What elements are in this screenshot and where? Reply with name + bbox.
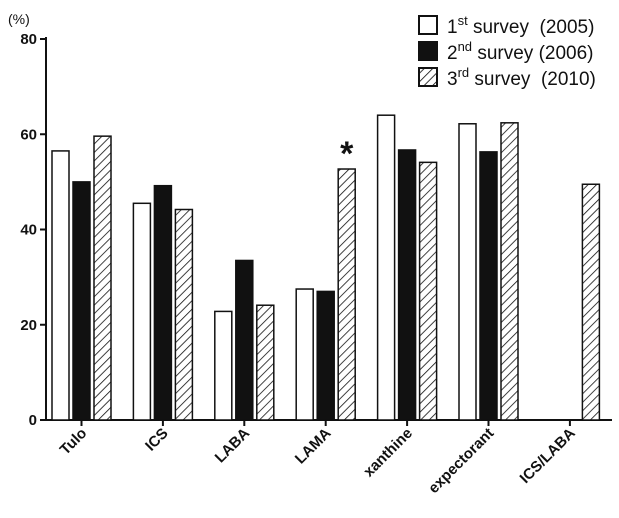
bar-tulo-series-2	[72, 181, 91, 421]
bar-laba-series-1	[214, 310, 233, 421]
legend-label-series-2: 2nd survey (2006)	[447, 39, 594, 64]
y-tick-label: 60	[20, 126, 37, 143]
bar-expectorant-series-3	[500, 122, 519, 421]
bar-ics-series-1	[132, 202, 152, 421]
bar-ics-series-2	[153, 184, 173, 421]
y-tick-label: 0	[29, 412, 37, 429]
bar-tulo-series-3	[93, 135, 112, 421]
y-tick-label: 40	[20, 222, 37, 239]
annotations-group: *	[340, 135, 354, 173]
bar-tulo-series-1	[51, 150, 70, 421]
bar-xanthine-series-3	[418, 161, 438, 421]
y-tick-label: 80	[20, 31, 37, 48]
bar-ics-laba-series-3	[581, 183, 601, 421]
bar-expectorant-series-2	[479, 151, 498, 421]
legend: 1st survey (2005)2nd survey (2006)3rd su…	[418, 13, 596, 90]
category-label: LABA	[212, 425, 254, 467]
category-label: ICS/LABA	[517, 425, 579, 487]
y-tick-label: 20	[20, 317, 37, 334]
bar-xanthine-series-2	[397, 149, 417, 421]
category-label: LAMA	[292, 425, 335, 468]
significance-asterisk: *	[340, 135, 354, 173]
legend-swatch-series-2	[418, 41, 438, 61]
bar-lama-series-3	[337, 168, 356, 421]
category-labels-group: Tulo ICS LABA LAMA xanthine expectorant ICS/LA…	[57, 425, 579, 497]
bar-ics-series-3	[174, 208, 194, 421]
bar-expectorant-series-1	[458, 123, 477, 421]
category-label: ICS	[142, 425, 172, 455]
legend-swatch-series-3	[418, 67, 438, 87]
bar-lama-series-1	[295, 288, 314, 421]
bar-laba-series-3	[256, 304, 275, 421]
category-label: expectorant	[425, 425, 497, 497]
legend-swatch-series-1	[418, 15, 438, 35]
y-ticks-group: 0 20 40 60 80	[20, 31, 46, 429]
category-label: Tulo	[57, 425, 91, 459]
bar-lama-series-2	[316, 290, 335, 421]
bar-xanthine-series-1	[376, 114, 396, 421]
bar-laba-series-2	[235, 259, 254, 421]
category-label: xanthine	[360, 425, 416, 481]
legend-label-series-1: 1st survey (2005)	[447, 13, 594, 38]
legend-label-series-3: 3rd survey (2010)	[447, 65, 596, 90]
bars-group	[51, 114, 601, 426]
y-unit-label: (%)	[8, 11, 30, 27]
